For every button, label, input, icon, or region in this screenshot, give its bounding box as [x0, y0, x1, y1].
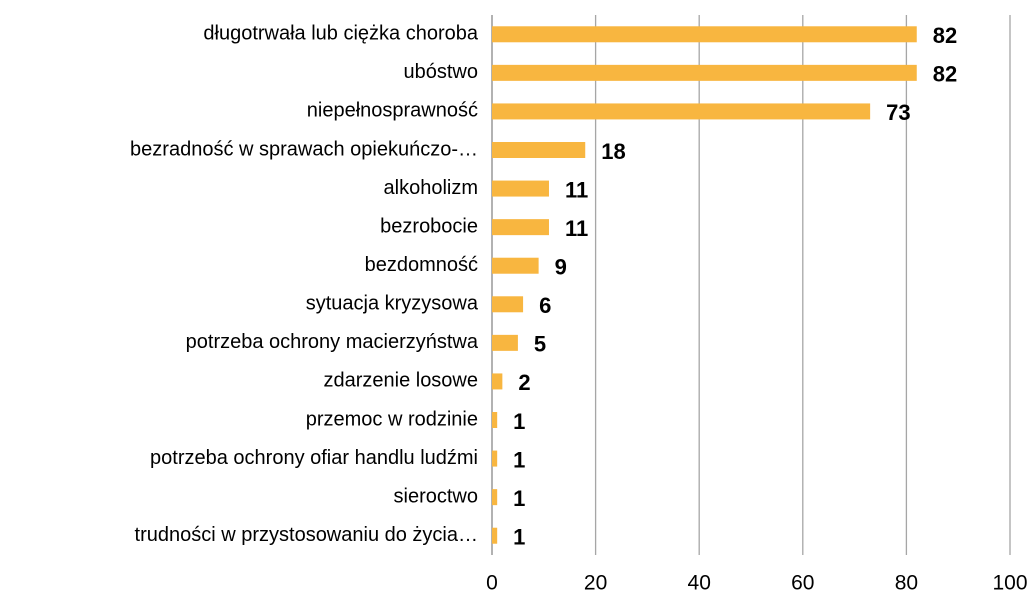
- data-label: 82: [933, 62, 957, 87]
- x-tick-label: 100: [992, 572, 1027, 595]
- y-tick-label: niepełnosprawność: [307, 100, 478, 122]
- data-label: 1: [513, 409, 525, 434]
- x-tick-label: 80: [895, 572, 918, 595]
- bar: [492, 103, 871, 120]
- y-tick-label: sieroctwo: [394, 485, 478, 507]
- y-tick-label: potrzeba ochrony macierzyństwa: [186, 331, 479, 353]
- bar: [492, 257, 539, 274]
- data-label: 1: [513, 486, 525, 511]
- y-tick-label: długotrwała lub ciężka choroba: [203, 23, 478, 45]
- data-label: 82: [933, 23, 957, 48]
- data-label: 2: [518, 370, 530, 395]
- data-label: 5: [534, 332, 546, 357]
- bar: [492, 180, 549, 197]
- data-label: 6: [539, 293, 551, 318]
- y-tick-label: bezdomność: [365, 254, 478, 276]
- data-label: 1: [513, 447, 525, 472]
- data-label: 11: [565, 216, 588, 241]
- data-label: 11: [565, 177, 588, 202]
- data-label: 73: [886, 100, 910, 125]
- bar: [492, 489, 498, 506]
- bar: [492, 219, 549, 236]
- bar: [492, 64, 917, 81]
- bar: [492, 296, 524, 313]
- x-tick-label: 60: [791, 572, 814, 595]
- y-tick-label: potrzeba ochrony ofiar handlu ludźmi: [150, 447, 478, 469]
- y-tick-label: trudności w przystosowaniu do życia…: [135, 524, 478, 546]
- y-tick-label: bezrobocie: [380, 215, 478, 237]
- data-label: 9: [555, 255, 567, 280]
- data-label: 1: [513, 525, 525, 550]
- bar: [492, 334, 518, 351]
- y-tick-label: alkoholizm: [384, 177, 478, 199]
- bar: [492, 373, 503, 390]
- y-tick-label: ubóstwo: [404, 61, 479, 83]
- x-tick-label: 20: [584, 572, 607, 595]
- y-tick-label: bezradność w sprawach opiekuńczo-…: [130, 138, 478, 160]
- x-tick-label: 40: [688, 572, 711, 595]
- x-tick-label: 0: [486, 572, 498, 595]
- y-tick-label: przemoc w rodzinie: [306, 408, 478, 430]
- bar: [492, 450, 498, 467]
- bar: [492, 26, 917, 43]
- bar: [492, 142, 586, 158]
- data-label: 18: [601, 139, 625, 164]
- y-tick-label: sytuacja kryzysowa: [306, 293, 479, 315]
- bar: [492, 412, 498, 428]
- y-tick-label: zdarzenie losowe: [323, 370, 478, 392]
- bar: [492, 527, 498, 544]
